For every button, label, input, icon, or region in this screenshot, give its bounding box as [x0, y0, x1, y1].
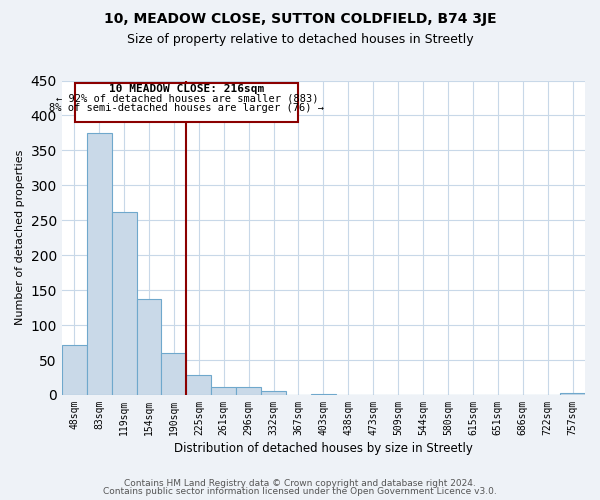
Bar: [261, 392, 286, 395]
Bar: [161, 353, 187, 395]
Text: Contains public sector information licensed under the Open Government Licence v3: Contains public sector information licen…: [103, 487, 497, 496]
Bar: [560, 393, 585, 395]
Text: Contains HM Land Registry data © Crown copyright and database right 2024.: Contains HM Land Registry data © Crown c…: [124, 478, 476, 488]
Bar: [211, 388, 236, 395]
Bar: [62, 344, 87, 395]
Text: 10, MEADOW CLOSE, SUTTON COLDFIELD, B74 3JE: 10, MEADOW CLOSE, SUTTON COLDFIELD, B74 …: [104, 12, 496, 26]
Bar: [137, 298, 161, 395]
Text: ← 92% of detached houses are smaller (883): ← 92% of detached houses are smaller (88…: [56, 94, 318, 104]
Text: 8% of semi-detached houses are larger (76) →: 8% of semi-detached houses are larger (7…: [49, 104, 325, 114]
Text: Size of property relative to detached houses in Streetly: Size of property relative to detached ho…: [127, 32, 473, 46]
Bar: [187, 374, 211, 395]
Bar: [87, 133, 112, 395]
Bar: [311, 394, 336, 395]
Bar: [236, 388, 261, 395]
Text: 10 MEADOW CLOSE: 216sqm: 10 MEADOW CLOSE: 216sqm: [109, 84, 265, 94]
X-axis label: Distribution of detached houses by size in Streetly: Distribution of detached houses by size …: [174, 442, 473, 455]
Bar: [112, 212, 137, 395]
Y-axis label: Number of detached properties: Number of detached properties: [15, 150, 25, 326]
FancyBboxPatch shape: [76, 82, 298, 122]
